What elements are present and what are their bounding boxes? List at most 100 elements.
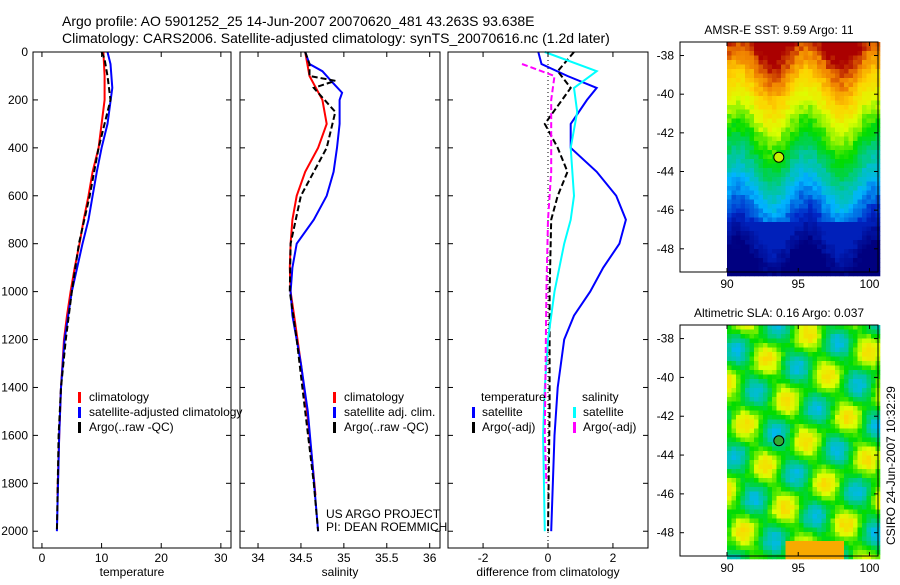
heatmap-cell (812, 217, 818, 223)
heatmap-cell (826, 208, 831, 214)
heatmap-cell (799, 442, 804, 447)
heatmap-cell (794, 532, 800, 537)
heatmap-cell (830, 460, 836, 465)
heatmap-cell (727, 545, 732, 551)
heatmap-cell (844, 541, 849, 546)
heatmap-cell (781, 464, 786, 470)
heatmap-cell (866, 352, 872, 357)
heatmap-cell (830, 374, 836, 380)
heatmap-cell (835, 73, 840, 79)
heatmap-cell (821, 370, 827, 375)
heatmap-cell (808, 352, 813, 357)
heatmap-cell (736, 532, 741, 537)
heatmap-cell (745, 64, 750, 70)
heatmap-cell (776, 78, 782, 83)
heatmap-cell (871, 334, 876, 339)
heatmap-cell (785, 150, 791, 155)
heatmap-cell (736, 267, 741, 272)
heatmap-cell (736, 145, 741, 151)
heatmap-cell (821, 361, 827, 366)
heatmap-cell (772, 406, 777, 411)
heatmap-cell (772, 338, 777, 344)
heatmap-cell (749, 271, 755, 277)
heatmap-cell (785, 329, 791, 335)
heatmap-cell (790, 123, 795, 128)
y-tick-label: 1000 (1, 285, 28, 299)
heatmap-cell (844, 455, 849, 461)
heatmap-cell (776, 136, 782, 142)
heatmap-cell (821, 532, 827, 537)
heatmap-cell (826, 505, 831, 510)
heatmap-cell (740, 451, 746, 456)
heatmap-cell (799, 365, 804, 371)
heatmap-cell (754, 347, 759, 353)
heatmap-cell (835, 51, 840, 56)
heatmap-cell (871, 186, 876, 191)
heatmap-cell (830, 249, 836, 254)
heatmap-cell (794, 154, 800, 160)
heatmap-cell (763, 105, 768, 110)
heatmap-cell (803, 527, 809, 533)
heatmap-cell (812, 91, 818, 97)
heatmap-cell (754, 177, 759, 182)
heatmap-cell (848, 150, 854, 155)
heatmap-cell (772, 231, 777, 236)
heatmap-cell (740, 401, 746, 407)
heatmap-cell (817, 352, 822, 357)
heatmap-cell (781, 226, 786, 232)
heatmap-cell (731, 374, 737, 380)
heatmap-cell (812, 199, 818, 205)
heatmap-cell (835, 177, 840, 182)
heatmap-cell (835, 145, 840, 151)
heatmap-cell (812, 195, 818, 200)
heatmap-cell (808, 545, 813, 551)
heatmap-cell (817, 464, 822, 470)
heatmap-cell (799, 51, 804, 56)
heatmap-cell (749, 231, 755, 236)
heatmap-cell (835, 78, 840, 83)
heatmap-cell (808, 455, 813, 461)
heatmap-cell (799, 338, 804, 344)
heatmap-cell (799, 356, 804, 362)
heatmap-cell (857, 352, 863, 357)
heatmap-cell (812, 172, 818, 178)
heatmap-cell (799, 262, 804, 268)
heatmap-cell (736, 208, 741, 214)
heatmap-cell (727, 204, 732, 209)
heatmap-cell (727, 226, 732, 232)
heatmap-cell (731, 231, 737, 236)
heatmap-cell (727, 262, 732, 268)
heatmap-cell (844, 509, 849, 515)
heatmap-cell (754, 469, 759, 474)
heatmap-cell (853, 545, 858, 551)
heatmap-cell (871, 446, 876, 452)
heatmap-cell (839, 163, 845, 169)
heatmap-cell (871, 361, 876, 366)
heatmap-cell (862, 145, 867, 151)
heatmap-cell (808, 532, 813, 537)
legend-label: Argo(..raw -QC) (344, 420, 429, 434)
heatmap-cell (754, 428, 759, 434)
heatmap-cell (871, 208, 876, 214)
heatmap-cell (745, 437, 750, 443)
heatmap-cell (857, 42, 863, 47)
heatmap-cell (749, 455, 755, 461)
heatmap-cell (853, 78, 858, 83)
heatmap-cell (772, 469, 777, 474)
heatmap-cell (812, 482, 818, 488)
heatmap-cell (857, 550, 863, 555)
heatmap-cell (839, 482, 845, 488)
heatmap-cell (826, 460, 831, 465)
heatmap-cell (767, 334, 773, 339)
heatmap-cell (857, 338, 863, 344)
heatmap-cell (839, 473, 845, 479)
heatmap-cell (736, 240, 741, 245)
heatmap-cell (731, 42, 737, 47)
heatmap-cell (740, 87, 746, 92)
heatmap-cell (754, 406, 759, 411)
heatmap-cell (767, 460, 773, 465)
heatmap-cell (853, 226, 858, 232)
heatmap-cell (871, 392, 876, 398)
heatmap-cell (790, 514, 795, 519)
heatmap-cell (830, 150, 836, 155)
